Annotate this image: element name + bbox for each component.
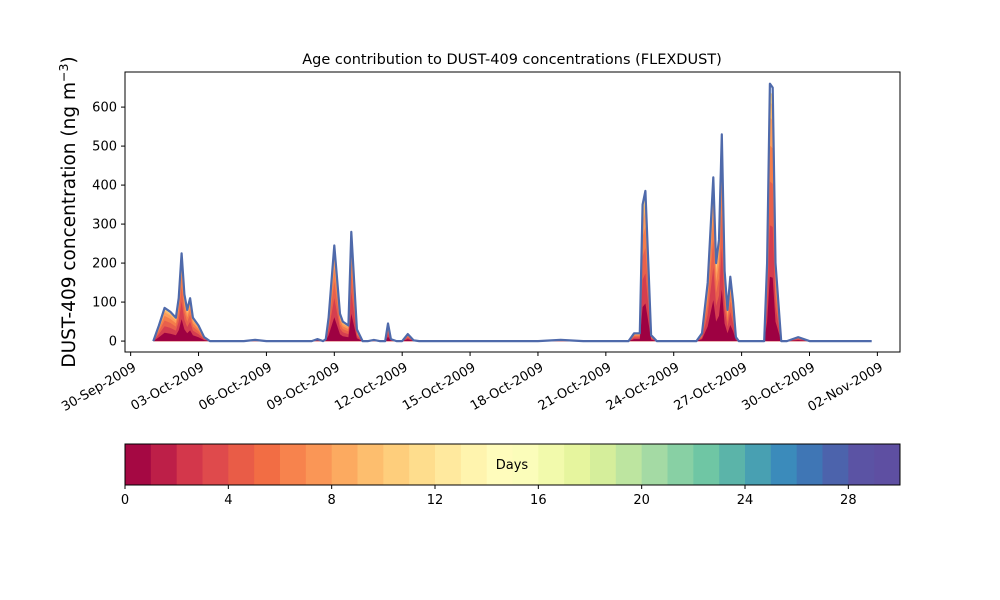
colorbar-segment [615,444,643,485]
y-axis-label-close: ) [59,56,80,63]
colorbar-segment [538,444,565,485]
x-tick-label: 02-Nov-2009 [805,360,885,415]
age-band-area-1 [153,225,872,342]
colorbar-segment [409,444,436,485]
colorbar-segment [486,444,513,485]
colorbar-tick-label: 8 [328,493,336,508]
y-tick-label: 100 [92,296,117,311]
x-tick-label: 27-Oct-2009 [672,360,750,414]
colorbar-segment [435,444,462,485]
x-tick-label: 24-Oct-2009 [604,360,682,414]
colorbar-segment [228,444,255,485]
colorbar-segment [125,444,152,485]
x-tick-label: 03-Oct-2009 [129,360,207,414]
colorbar-segment [512,444,539,485]
y-tick-label: 500 [92,140,117,155]
colorbar-label: Days [496,458,529,473]
colorbar-tick-label: 12 [427,493,444,508]
age-bands [153,91,872,342]
age-band-area-2 [153,181,872,342]
x-tick-label: 06-Oct-2009 [196,360,274,414]
x-tick-label: 30-Oct-2009 [739,360,817,414]
colorbar: Days 0 4 8 12 16 20 24 28 [121,443,901,508]
x-tick-label: 15-Oct-2009 [400,360,478,414]
colorbar-tick-label: 20 [633,493,650,508]
y-tick-label: 0 [109,335,117,350]
colorbar-segment [719,444,746,485]
y-axis: 0 100 200 300 400 500 600 [92,101,125,350]
colorbar-segment [202,444,229,485]
colorbar-segment [693,444,720,485]
y-tick-label: 300 [92,218,117,233]
plot-background [125,72,900,352]
colorbar-segment [460,444,488,485]
colorbar-segment [357,444,384,485]
y-tick-label: 600 [92,101,117,116]
colorbar-tick-label: 16 [530,493,547,508]
colorbar-segment [590,444,617,485]
colorbar-segment [280,444,307,485]
plot-frame [124,71,901,353]
colorbar-segment [254,444,281,485]
colorbar-segment [796,444,823,485]
x-axis: 30-Sep-200903-Oct-200906-Oct-200909-Oct-… [59,352,886,415]
colorbar-tick-label: 28 [840,493,857,508]
colorbar-tick-label: 4 [224,493,232,508]
colorbar-frame [124,443,901,486]
x-tick-label: 09-Oct-2009 [264,360,342,414]
y-tick-label: 400 [92,179,117,194]
colorbar-segment [641,444,668,485]
x-tick-label: 12-Oct-2009 [332,360,410,414]
colorbar-tick-label: 0 [121,493,129,508]
plot-area [124,71,901,353]
colorbar-segment [150,444,178,485]
x-tick-label: 18-Oct-2009 [468,360,546,414]
colorbar-segment [564,444,591,485]
colorbar-tick-label: 24 [737,493,754,508]
colorbar-segment [331,444,358,485]
colorbar-segment [383,444,410,485]
colorbar-segment [305,444,333,485]
y-axis-label: DUST-409 concentration (ng m−3) [56,56,80,367]
total-concentration-line [152,82,872,343]
chart-title: Age contribution to DUST-409 concentrati… [302,52,722,68]
age-band-area-3 [153,145,872,342]
colorbar-segment [770,444,798,485]
y-axis-label-main: DUST-409 concentration (ng m [59,82,80,368]
colorbar-segment [176,444,203,485]
colorbar-segment [874,444,901,485]
colorbar-segment [848,444,875,485]
colorbar-segment [667,444,694,485]
colorbar-segment [745,444,772,485]
age-band-area-0 [153,276,872,342]
y-tick-label: 200 [92,257,117,272]
y-axis-label-superscript: −3 [56,64,71,82]
x-tick-label: 21-Oct-2009 [536,360,614,414]
colorbar-segment [822,444,849,485]
